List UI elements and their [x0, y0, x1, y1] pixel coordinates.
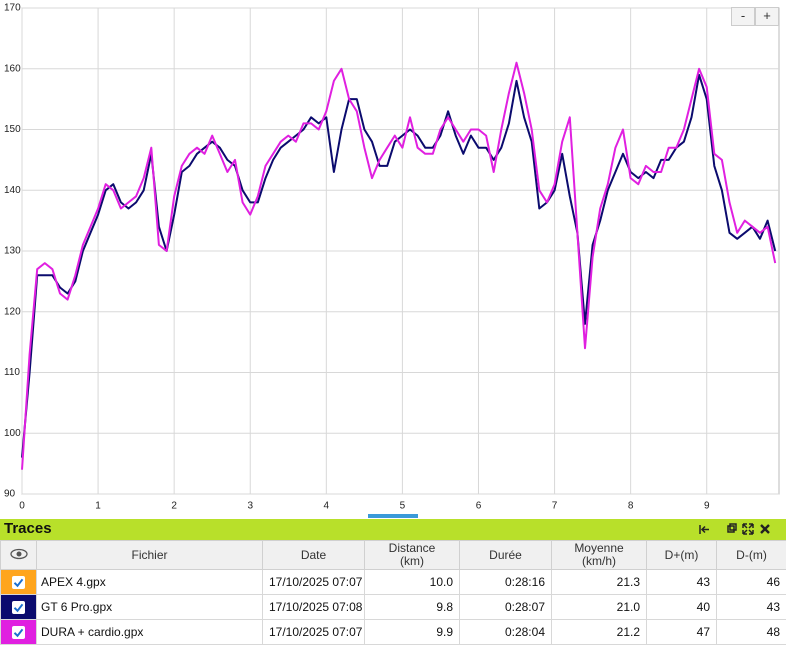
x-tick-label: 2 [171, 501, 177, 512]
table-cell: 21.0 [552, 595, 647, 620]
column-header[interactable]: D-(m) [717, 541, 786, 570]
column-header-text: Date [301, 548, 326, 562]
x-tick-label: 8 [628, 501, 634, 512]
x-tick-label: 7 [552, 501, 558, 512]
column-header-text: D+(m) [665, 548, 699, 562]
visibility-checkbox[interactable] [12, 576, 25, 589]
table-cell: 9.9 [365, 620, 460, 645]
x-tick-label: 9 [704, 501, 710, 512]
table-cell: 48 [717, 620, 786, 645]
visibility-checkbox[interactable] [12, 626, 25, 639]
y-tick-label: 120 [4, 306, 21, 317]
column-header-text: Durée [489, 548, 522, 562]
column-header-text: Moyenne [574, 541, 623, 555]
detach-icon[interactable] [728, 526, 734, 532]
table-cell: 0:28:07 [460, 595, 552, 620]
column-header[interactable]: Moyenne(km/h) [552, 541, 647, 570]
table-cell: 43 [647, 570, 717, 595]
table-cell: 40 [647, 595, 717, 620]
y-tick-label: 130 [4, 246, 21, 257]
visibility-checkbox[interactable] [12, 601, 25, 614]
table-cell: 47 [647, 620, 717, 645]
column-header[interactable]: Date [263, 541, 365, 570]
table-cell: 0:28:16 [460, 570, 552, 595]
column-header-text: (km/h) [582, 554, 616, 568]
table-cell: 21.3 [552, 570, 647, 595]
column-header[interactable]: Distance(km) [365, 541, 460, 570]
visibility-header[interactable] [1, 541, 37, 570]
panel-header: Traces [0, 519, 786, 540]
table-cell: 10.0 [365, 570, 460, 595]
panel-title: Traces [4, 520, 52, 537]
eye-icon [10, 548, 28, 560]
table-cell: 17/10/2025 07:08 [263, 595, 365, 620]
maximize-icon[interactable] [743, 524, 753, 534]
zoom-in-button[interactable]: + [755, 7, 779, 26]
check-mark [12, 601, 25, 614]
pin-icon[interactable] [700, 525, 709, 534]
column-header[interactable]: Durée [460, 541, 552, 570]
column-header-text: Fichier [131, 548, 167, 562]
zoom-out-button[interactable]: - [731, 7, 755, 26]
y-tick-label: 170 [4, 3, 21, 14]
y-tick-label: 150 [4, 124, 21, 135]
detach-icon-back [730, 524, 736, 530]
panel-icons [698, 523, 778, 536]
y-tick-label: 100 [4, 428, 21, 439]
traces-table: Fichier Date Distance(km) Durée Moyenne(km/h… [0, 540, 786, 645]
check-mark [12, 626, 25, 639]
column-header-text: (km) [400, 554, 424, 568]
x-tick-label: 3 [247, 501, 253, 512]
splitter[interactable] [368, 514, 418, 518]
file-name-cell: APEX 4.gpx [37, 570, 263, 595]
table-cell: 17/10/2025 07:07 [263, 620, 365, 645]
x-tick-label: 1 [95, 501, 101, 512]
trace-color-cell [1, 570, 37, 595]
y-tick-label: 90 [4, 489, 16, 500]
check-mark [12, 576, 25, 589]
table-cell: 21.2 [552, 620, 647, 645]
column-header-text: Distance [389, 541, 436, 555]
trace-color-cell [1, 620, 37, 645]
header-row: Fichier Date Distance(km) Durée Moyenne(km/h… [1, 541, 786, 570]
table-cell: 43 [717, 595, 786, 620]
table-cell: 0:28:04 [460, 620, 552, 645]
trace-color-cell [1, 595, 37, 620]
table-cell: 17/10/2025 07:07 [263, 570, 365, 595]
column-header[interactable]: D+(m) [647, 541, 717, 570]
file-name-cell: DURA + cardio.gpx [37, 620, 263, 645]
column-header-text: D-(m) [736, 548, 767, 562]
x-tick-label: 5 [400, 501, 406, 512]
y-tick-label: 140 [4, 185, 21, 196]
y-tick-label: 110 [4, 367, 20, 378]
column-header[interactable]: Fichier [37, 541, 263, 570]
chart: 90 100 110 120 130 140 150 160 170 0 1 2 3 4 5 6 7 8 9 [0, 0, 786, 514]
close-icon[interactable] [761, 525, 769, 533]
x-tick-label: 6 [476, 501, 482, 512]
table-cell: 9.8 [365, 595, 460, 620]
table-cell: 46 [717, 570, 786, 595]
y-tick-label: 160 [4, 63, 21, 74]
file-name-cell: GT 6 Pro.gpx [37, 595, 263, 620]
x-tick-label: 4 [324, 501, 330, 512]
x-tick-label: 0 [19, 501, 25, 512]
